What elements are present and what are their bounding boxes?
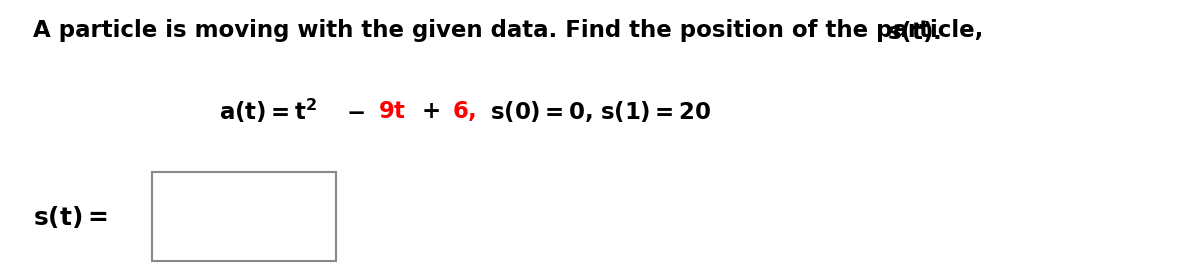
Text: $\mathbf{s(1) = 20}$: $\mathbf{s(1) = 20}$ <box>600 99 712 124</box>
Text: $\mathbf{+}$: $\mathbf{+}$ <box>421 100 440 123</box>
Text: $\mathbf{s(0) = 0,}$: $\mathbf{s(0) = 0,}$ <box>490 99 593 124</box>
Text: $\mathbf{-}$: $\mathbf{-}$ <box>346 100 365 123</box>
Text: $\mathbf{s(t) =}$: $\mathbf{s(t) =}$ <box>33 204 108 230</box>
FancyBboxPatch shape <box>152 172 336 261</box>
Text: $\mathbf{9t}$: $\mathbf{9t}$ <box>378 100 407 123</box>
Text: $\mathbf{a(t) = t^2}$: $\mathbf{a(t) = t^2}$ <box>219 97 318 125</box>
Text: $\mathbf{6,}$: $\mathbf{6,}$ <box>452 99 476 123</box>
Text: $\mathbf{s(t)}$.: $\mathbf{s(t)}$. <box>887 19 940 44</box>
Text: A particle is moving with the given data. Find the position of the particle,: A particle is moving with the given data… <box>33 19 991 43</box>
